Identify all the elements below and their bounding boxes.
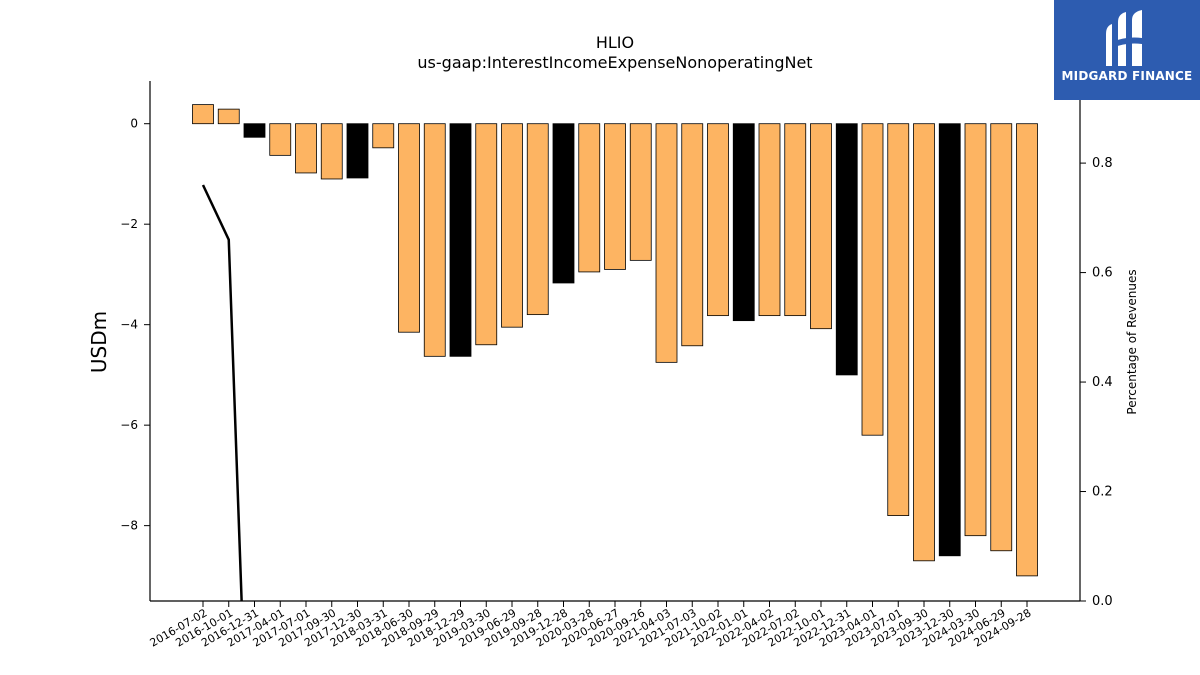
bar: [629, 123, 652, 261]
y2-axis-label: Percentage of Revenues: [1125, 269, 1139, 414]
bar: [295, 123, 317, 174]
bar: [346, 123, 369, 179]
bar: [913, 123, 935, 562]
bar: [578, 123, 601, 273]
bar: [526, 123, 549, 316]
bar: [990, 123, 1013, 552]
y2-tick-label: 0.0: [1092, 594, 1113, 609]
bar: [604, 123, 626, 270]
chart-subtitle: us-gaap:InterestIncomeExpenseNonoperatin…: [417, 53, 812, 72]
y2-tick-label: 0.6: [1092, 266, 1113, 281]
bar: [964, 123, 987, 537]
y-tick-label: −2: [120, 217, 138, 231]
bar: [192, 104, 214, 125]
y2-tick-label: 0.2: [1092, 485, 1113, 500]
y-tick-label: 0: [130, 117, 138, 131]
bar: [887, 123, 910, 516]
plot-area: 0−2−4−6−80.00.20.40.60.82016-07-022016-1…: [120, 81, 1113, 650]
bar: [372, 123, 395, 149]
bar: [475, 123, 498, 346]
bar: [655, 123, 678, 363]
bar: [398, 123, 420, 333]
bar: [784, 123, 807, 317]
y-tick-label: −8: [120, 519, 138, 533]
chart-title: HLIO: [596, 33, 634, 52]
y-tick-label: −4: [120, 318, 138, 332]
bar: [835, 123, 858, 376]
bar: [269, 123, 292, 156]
logo-text: MIDGARD FINANCE: [1061, 69, 1193, 83]
bar: [732, 123, 755, 322]
bar: [423, 123, 446, 357]
brand-logo: MIDGARD FINANCE: [1054, 0, 1200, 100]
bar: [552, 123, 575, 284]
y-tick-label: −6: [120, 418, 138, 432]
y-axis-label: USDm: [87, 311, 111, 373]
y2-tick-label: 0.4: [1092, 375, 1113, 390]
logo-mark-icon: [1106, 10, 1142, 66]
bar: [938, 123, 961, 557]
bar: [1016, 123, 1038, 577]
bar: [243, 123, 266, 138]
y2-tick-label: 0.8: [1092, 156, 1113, 171]
bar: [449, 123, 472, 357]
bar: [707, 123, 729, 317]
bar: [681, 123, 704, 347]
bar: [320, 123, 343, 180]
bar: [861, 123, 884, 436]
series-line: [201, 184, 243, 601]
bar: [758, 123, 781, 317]
bar: [810, 123, 832, 330]
bar: [501, 123, 523, 328]
bar: [217, 108, 240, 125]
